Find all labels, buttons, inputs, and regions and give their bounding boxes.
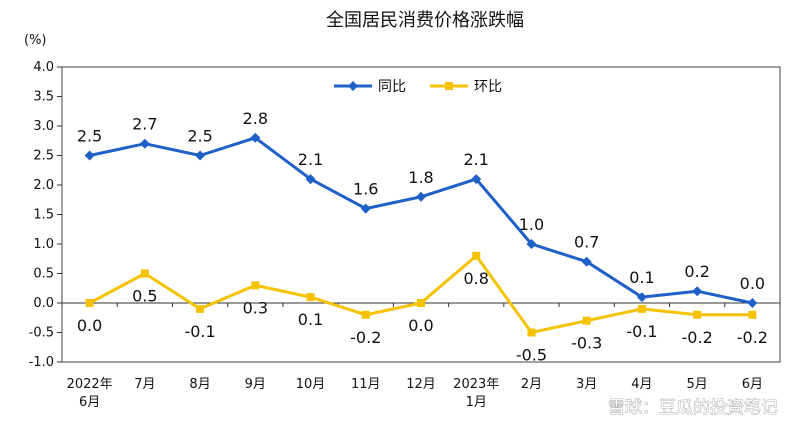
data-point	[581, 256, 592, 267]
data-point	[84, 150, 95, 161]
data-point	[416, 191, 426, 202]
legend: 同比 环比	[334, 79, 502, 95]
x-tick-label: 2月	[521, 377, 542, 392]
data-label: -0.5	[516, 346, 547, 365]
legend-marker	[348, 81, 358, 91]
data-point	[472, 251, 481, 260]
y-unit-label: (%)	[24, 33, 47, 48]
x-tick-label: 6月	[79, 395, 100, 410]
data-point	[417, 299, 425, 307]
data-point	[637, 304, 646, 313]
data-point	[636, 292, 647, 303]
x-tick-label: 6月	[742, 377, 763, 392]
y-tick-label: 1.0	[33, 237, 54, 252]
x-tick-label: 12月	[406, 377, 436, 392]
data-label: -0.2	[737, 328, 768, 347]
data-point	[692, 286, 703, 297]
chart-title: 全国居民消费价格涨跌幅	[326, 10, 524, 31]
data-label: 0.0	[77, 316, 102, 335]
data-label: 1.8	[408, 168, 433, 187]
legend-label: 环比	[474, 79, 502, 95]
y-tick-label: -1.0	[29, 355, 54, 370]
data-point	[250, 132, 261, 143]
y-tick-label: 0.5	[33, 267, 54, 282]
watermark-text: 雪球：豆瓜的投资笔记	[608, 398, 778, 418]
data-point	[195, 150, 206, 161]
data-point	[582, 316, 591, 325]
data-point	[196, 304, 205, 313]
y-axis: 4.0 3.5 3.0 2.5 2.0 1.5 1.0 0.5 0.0 -0.5 -1.0	[29, 60, 780, 370]
data-label: 2.5	[77, 127, 102, 146]
x-axis: 2022年 6月 7月 8月 9月 10月 11月 12月 2023年 1月 2月 3月 4月 5月 6月	[61, 303, 781, 410]
data-label: -0.2	[350, 328, 381, 347]
y-tick-label: 2.5	[33, 149, 54, 164]
data-point	[139, 138, 150, 149]
x-tick-label: 11月	[351, 377, 381, 392]
y-tick-label: 3.0	[33, 119, 54, 134]
data-label: 0.1	[629, 268, 654, 287]
data-point	[85, 299, 94, 307]
data-point	[361, 310, 370, 319]
y-tick-label: 3.5	[33, 90, 54, 105]
x-tick-label: 2022年	[67, 377, 113, 392]
data-label: 0.5	[132, 287, 157, 306]
data-point	[526, 239, 537, 249]
x-tick-label: 3月	[576, 377, 597, 392]
data-label: -0.3	[571, 334, 602, 353]
data-label: 0.8	[464, 269, 489, 288]
legend-label: 同比	[378, 79, 406, 95]
y-tick-label: -0.5	[29, 326, 54, 341]
data-label: 0.1	[298, 310, 323, 329]
data-point	[748, 310, 757, 319]
data-label: 0.0	[740, 274, 765, 293]
x-tick-label: 9月	[245, 377, 266, 392]
data-label: -0.2	[682, 328, 713, 347]
y-tick-label: 2.0	[33, 178, 54, 193]
data-point	[693, 310, 702, 319]
data-label: 2.5	[187, 127, 212, 146]
data-label: 2.8	[243, 109, 268, 128]
data-label: 2.1	[464, 150, 489, 169]
data-label: 0.7	[574, 233, 599, 252]
data-label: 0.0	[408, 316, 433, 335]
x-tick-label: 7月	[134, 377, 155, 392]
data-label: -0.1	[184, 322, 215, 341]
data-label: 1.6	[353, 180, 378, 199]
data-label: 2.1	[298, 150, 323, 169]
data-point	[471, 174, 482, 185]
y-tick-label: 0.0	[33, 296, 54, 311]
x-tick-label: 10月	[296, 377, 326, 392]
x-tick-label: 2023年	[453, 377, 499, 392]
data-label: -0.1	[626, 322, 657, 341]
data-point	[251, 281, 260, 290]
data-label: 0.2	[684, 262, 709, 281]
data-point	[140, 269, 149, 278]
legend-marker	[445, 82, 453, 90]
series-layer: 2.5 2.7 2.5 2.8 2.1 1.6 1.8 2.1 1.0 0.7 0.1 0.2 0.0 0…	[77, 109, 768, 365]
data-label: 0.3	[243, 298, 268, 317]
data-point	[306, 293, 315, 302]
x-tick-label: 8月	[189, 377, 210, 392]
data-label: 1.0	[519, 215, 544, 234]
y-tick-label: 1.5	[33, 208, 54, 223]
data-point	[305, 174, 316, 185]
data-point	[747, 298, 758, 308]
x-tick-label: 4月	[631, 377, 652, 392]
data-point	[527, 328, 536, 337]
data-point	[360, 203, 371, 214]
x-tick-label: 1月	[466, 395, 487, 410]
data-label: 2.7	[132, 115, 157, 134]
x-tick-label: 5月	[687, 377, 708, 392]
y-tick-label: 4.0	[33, 60, 54, 75]
